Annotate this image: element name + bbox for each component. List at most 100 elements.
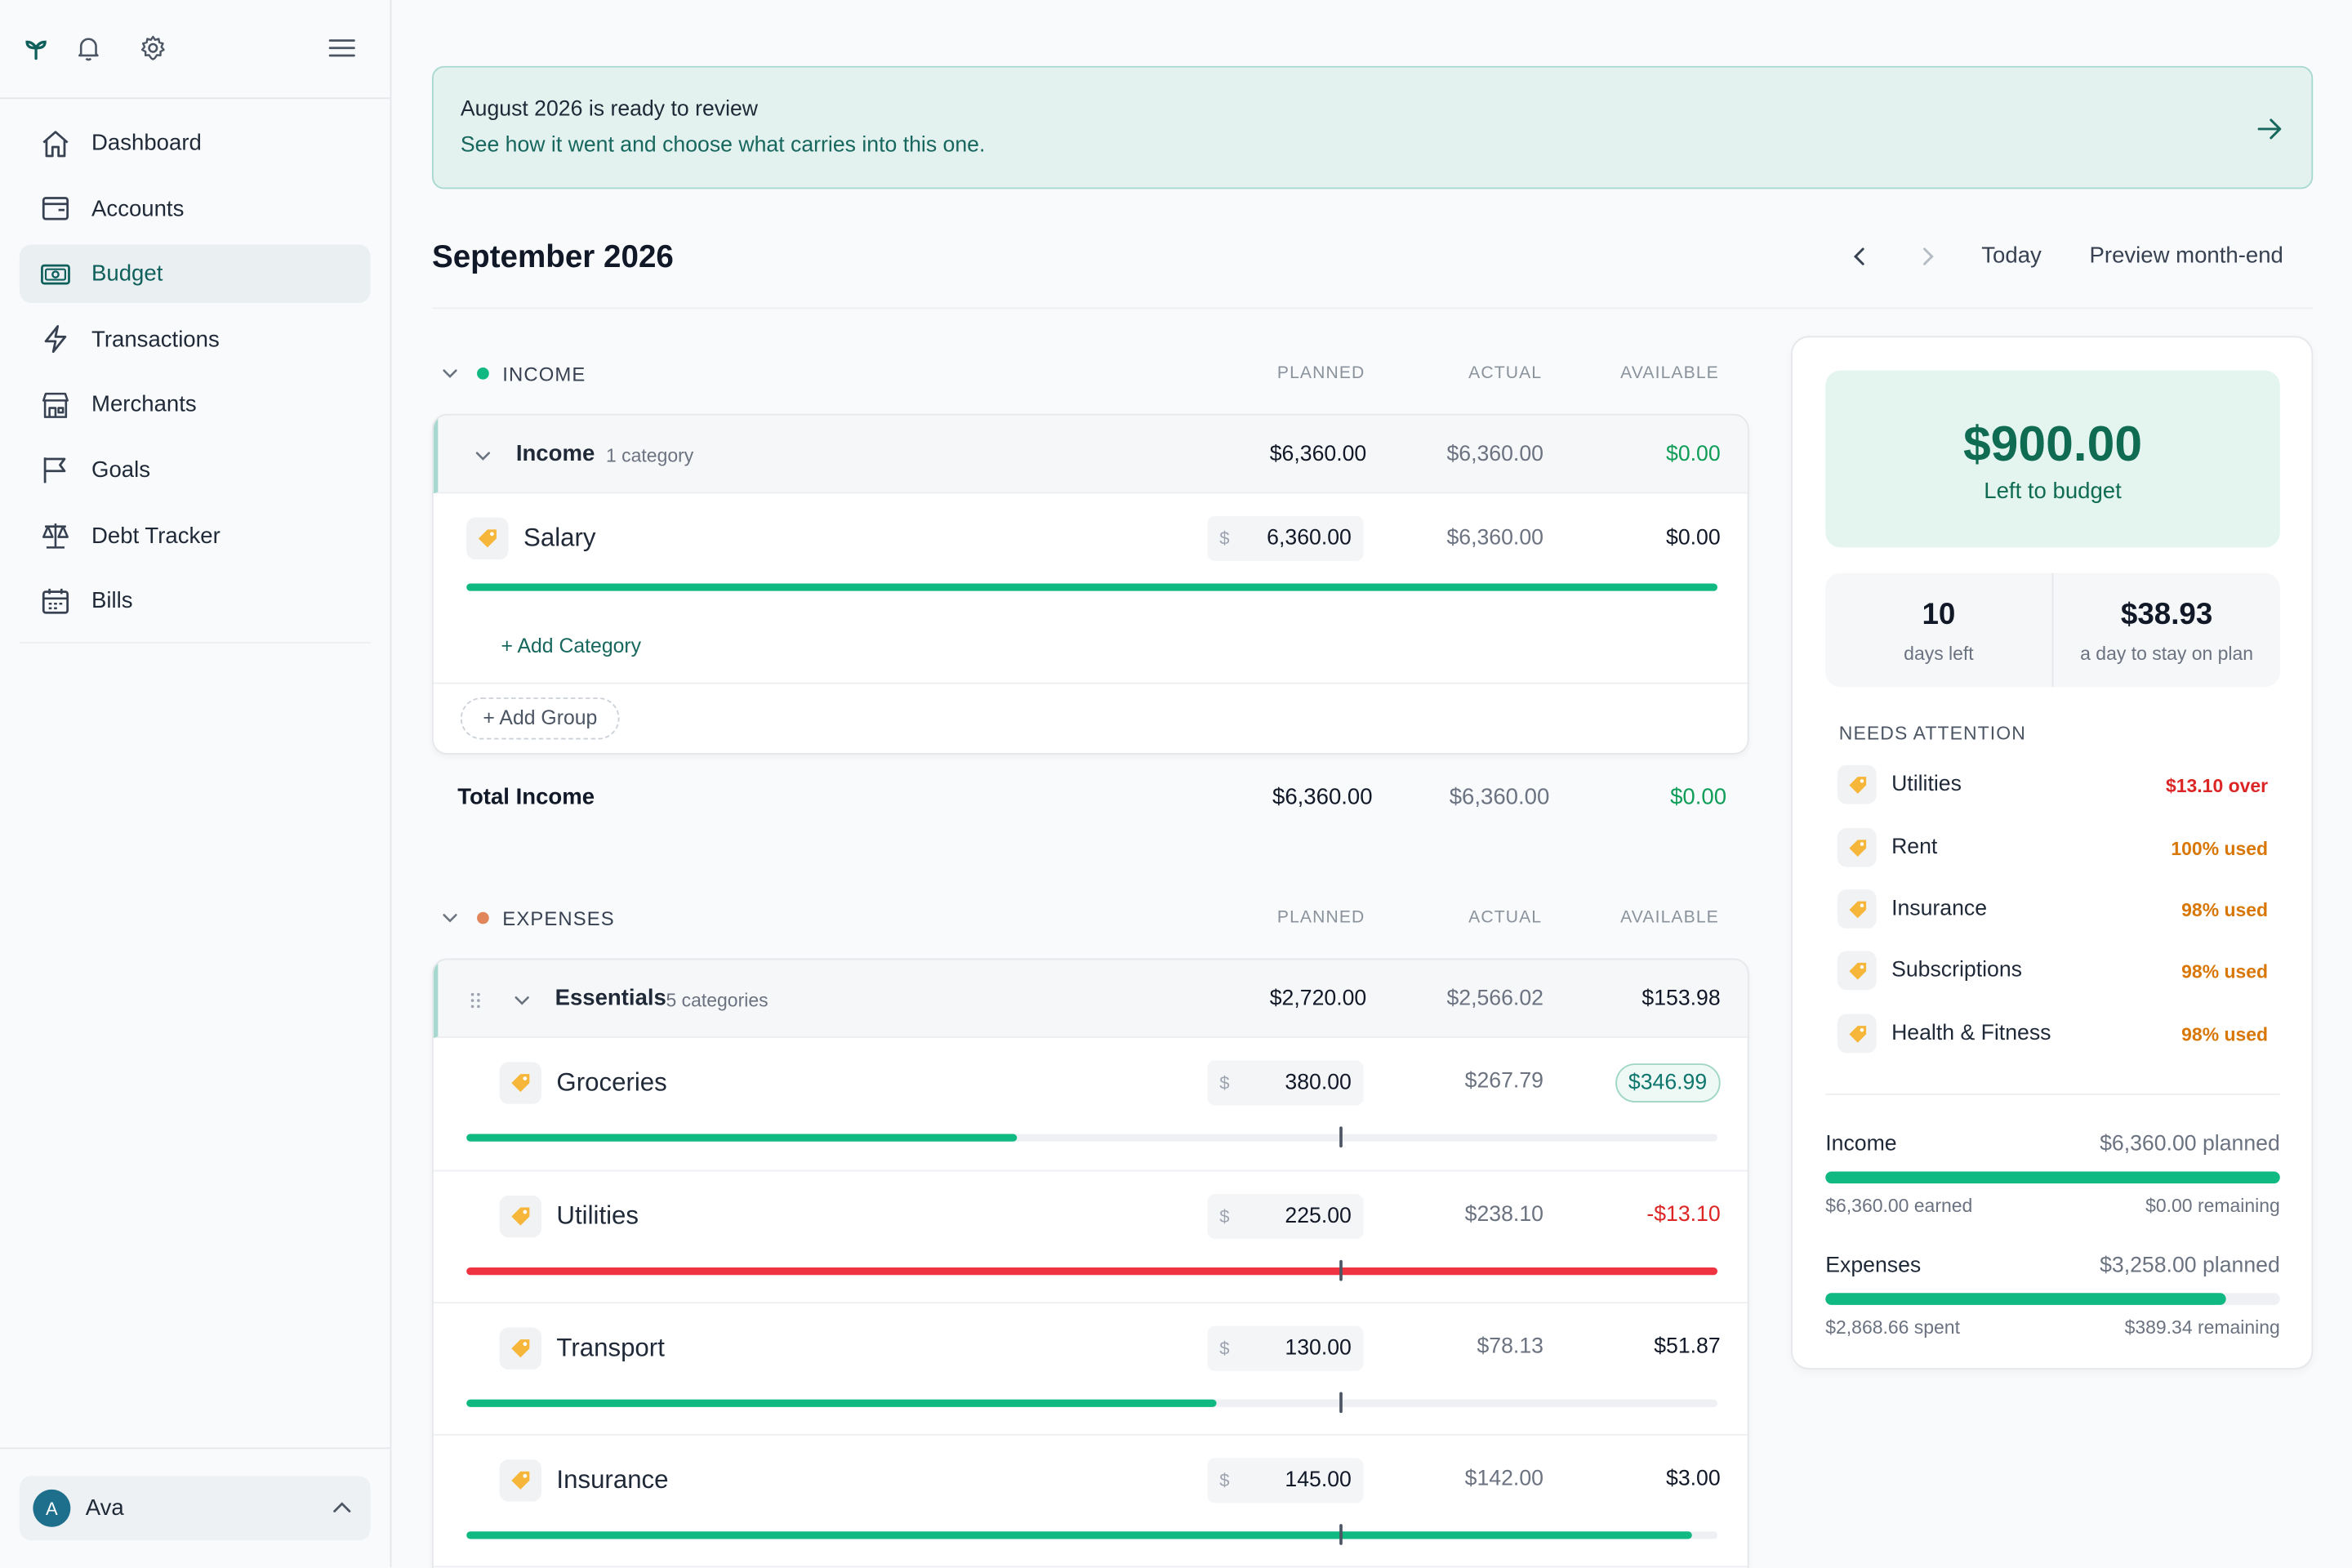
progress-fill [466,1267,1718,1276]
chevron-down-icon[interactable] [441,364,459,382]
category-row-utilities[interactable]: Utilities $ 225.00 $238.10 -$13.10 [433,1171,1748,1304]
progress-bar [466,583,1718,591]
income-group-card: Income 1 category $6,360.00 $6,360.00 $0… [431,413,1749,755]
today-marker [1339,1126,1343,1148]
attention-item-health-fitness[interactable]: Health & Fitness 98% used [1837,1013,2268,1056]
today-marker [1339,1259,1343,1281]
planned-value: 380.00 [1285,1071,1352,1095]
add-group-label: Add Group [499,706,598,729]
tag-icon [466,517,509,560]
needs-attention-heading: NEEDS ATTENTION [1838,723,2026,745]
plus-icon: + [483,706,500,729]
available-value: $0.00 [1666,526,1721,551]
income-dot [477,367,489,380]
category-row-salary[interactable]: Salary $ 6,360.00 $6,360.00 $0.00 [434,493,1748,608]
category-name: Utilities [556,1201,639,1231]
tag-icon [499,1062,542,1104]
divider [433,682,1748,684]
budget-summary-panel: $900.00 Left to budget 10 days left $38.… [1791,336,2314,1370]
category-row-transport[interactable]: Transport $ 130.00 $78.13 $51.87 [433,1303,1748,1436]
chevron-down-icon[interactable] [474,445,492,463]
currency-symbol: $ [1219,1338,1230,1360]
sidebar-item-dashboard[interactable]: Dashboard [20,114,371,173]
review-banner[interactable]: August 2026 is ready to review See how i… [431,65,2314,189]
today-button[interactable]: Today [1981,243,2042,269]
expenses-dot [477,911,489,924]
sidebar-item-bills[interactable]: Bills [20,572,371,630]
col-planned: PLANNED [1276,364,1365,383]
sidebar-item-goals[interactable]: Goals [20,441,371,500]
avatar: A [33,1489,71,1527]
currency-symbol: $ [1219,528,1230,550]
menu-icon[interactable] [327,33,357,63]
money-icon [39,257,72,290]
planned-amount-input[interactable]: $ 225.00 [1207,1194,1364,1240]
planned-amount-input[interactable]: $ 6,360.00 [1207,515,1364,561]
arrow-right-icon[interactable] [2255,114,2285,145]
chevron-down-icon[interactable] [441,909,459,927]
sidebar-item-label: Debt Tracker [91,523,220,549]
group-row-income[interactable]: Income 1 category $6,360.00 $6,360.00 $0… [433,415,1748,494]
planned-value: 145.00 [1285,1468,1352,1493]
group-planned: $6,360.00 [1269,442,1367,467]
planned-amount-input[interactable]: $ 380.00 [1207,1060,1364,1106]
expenses-section-header[interactable]: EXPENSES PLANNED ACTUAL AVAILABLE [432,905,1749,935]
currency-symbol: $ [1219,1072,1230,1094]
drag-handle-icon[interactable] [468,990,483,1009]
available-pill[interactable]: $346.99 [1615,1063,1721,1102]
stats-box: 10 days left $38.93 a day to stay on pla… [1825,572,2280,688]
attention-status: 100% used [2171,838,2269,860]
sidebar-nav: Dashboard Accounts Budget Transactions M… [0,99,390,644]
progress-bar [466,1259,1718,1281]
category-row-insurance[interactable]: Insurance $ 145.00 $142.00 $3.00 [433,1436,1748,1568]
user-menu[interactable]: A Ava [19,1476,371,1541]
income-summary: Income $6,360.00 planned $6,360.00 earne… [1825,1133,2280,1223]
attention-item-subscriptions[interactable]: Subscriptions 98% used [1837,951,2269,992]
divider [431,307,2314,310]
sidebar-item-transactions[interactable]: Transactions [20,310,371,369]
tag-icon [1837,827,1877,867]
sidebar-item-debt-tracker[interactable]: Debt Tracker [20,506,371,565]
tag-icon [499,1459,542,1502]
attention-item-utilities[interactable]: Utilities $13.10 over [1837,764,2268,807]
group-count: 5 categories [666,990,768,1011]
group-row-essentials[interactable]: Essentials 5 categories $2,720.00 $2,566… [433,960,1748,1038]
add-group-button[interactable]: + Add Group [460,697,620,740]
section-label: INCOME [502,363,586,386]
chevron-down-icon[interactable] [513,990,531,1008]
planned-amount-input[interactable]: $ 130.00 [1207,1325,1364,1371]
actual-value: $142.00 [1464,1467,1544,1491]
divider [19,642,371,644]
divider [1825,1093,2280,1095]
chevron-left-icon[interactable] [1848,244,1872,268]
today-marker [1339,1524,1343,1545]
home-icon [39,127,72,159]
gear-icon[interactable] [138,33,168,63]
actual-value: $78.13 [1477,1334,1544,1360]
chevron-right-icon[interactable] [1915,244,1939,268]
add-category-button[interactable]: + Add Category [501,634,642,657]
sidebar-item-accounts[interactable]: Accounts [20,180,371,238]
group-count: 1 category [606,445,694,467]
per-day-value: $38.93 [2120,598,2213,632]
category-name: Insurance [556,1465,669,1494]
attention-status: 98% used [2181,961,2269,983]
tag-icon [499,1327,542,1370]
category-row-groceries[interactable]: Groceries $ 380.00 $267.79 $346.99 [433,1038,1748,1172]
bell-icon[interactable] [74,33,104,63]
attention-item-rent[interactable]: Rent 100% used [1837,827,2269,870]
planned-amount-input[interactable]: $ 145.00 [1207,1458,1364,1503]
available-value: $3.00 [1666,1467,1721,1491]
sidebar-item-merchants[interactable]: Merchants [20,376,371,434]
left-to-budget-amount: $900.00 [1962,415,2143,471]
attention-item-insurance[interactable]: Insurance 98% used [1837,889,2268,931]
preview-month-end-button[interactable]: Preview month-end [2089,243,2283,269]
sprout-logo-icon[interactable] [21,33,51,63]
col-available: AVAILABLE [1620,364,1719,383]
sidebar-item-label: Goals [91,457,151,483]
expenses-summary: Expenses $3,258.00 planned $2,868.66 spe… [1825,1254,2280,1343]
days-left-stat: 10 days left [1825,573,2051,688]
wallet-icon [39,192,72,225]
sidebar-item-budget[interactable]: Budget [19,244,371,304]
income-section-header[interactable]: INCOME PLANNED ACTUAL AVAILABLE [432,360,1749,390]
